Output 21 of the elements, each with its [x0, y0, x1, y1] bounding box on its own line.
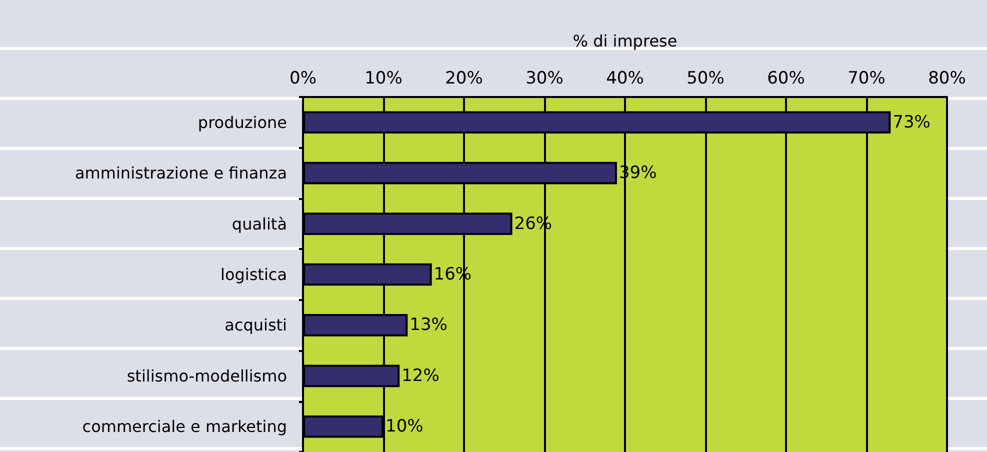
x-tick-label: 60% — [767, 68, 805, 88]
x-tick-label: 50% — [686, 68, 724, 88]
y-tick-label: commerciale e marketing — [82, 417, 287, 436]
data-label: 12% — [402, 366, 440, 386]
x-tick-label: 40% — [606, 68, 644, 88]
x-axis-title: % di imprese — [572, 32, 678, 50]
x-tick-label: 80% — [928, 68, 966, 88]
data-label: 73% — [892, 112, 930, 132]
x-tick-label: 70% — [848, 68, 886, 88]
data-label: 13% — [410, 315, 448, 336]
y-tick-label: qualità — [232, 214, 287, 234]
y-tick-label: stilismo-modellismo — [126, 366, 287, 386]
data-label: 10% — [386, 416, 424, 437]
x-tick-label: 20% — [445, 68, 483, 88]
y-tick-label: produzione — [198, 112, 287, 132]
x-tick-label: 30% — [526, 68, 564, 88]
x-tick-label: 10% — [364, 68, 402, 88]
x-tick-label: 0% — [290, 68, 316, 88]
y-tick-label: logistica — [220, 265, 287, 284]
y-tick-label: amministrazione e finanza — [75, 164, 287, 183]
y-tick-label: acquisti — [224, 316, 287, 335]
